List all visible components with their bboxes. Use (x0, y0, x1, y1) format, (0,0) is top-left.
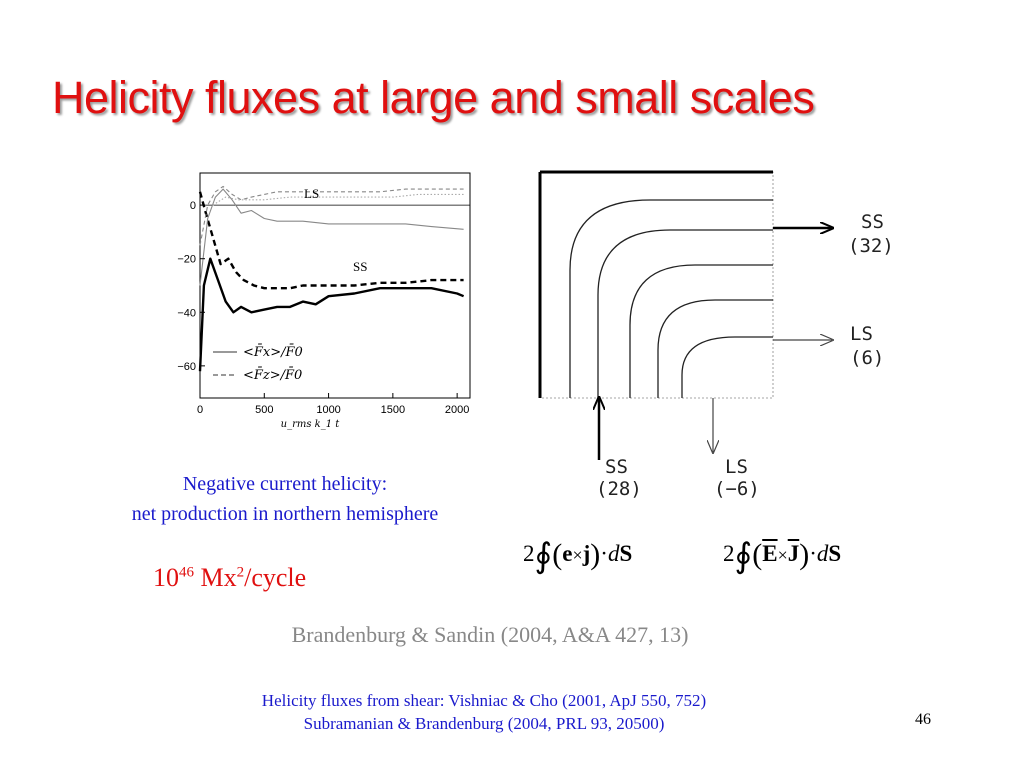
f2-surf: S (828, 541, 842, 566)
x-tick-label: 500 (255, 404, 273, 416)
rate-exponent: 46 (179, 564, 194, 581)
f2-coef: 2 (723, 541, 735, 566)
chart-ticks: 0 500 1000 1500 2000 0 −20 −40 −60 (177, 200, 469, 416)
main-reference: Brandenburg & Sandin (2004, A&A 427, 13) (291, 622, 689, 647)
f2-dot: · (809, 541, 817, 566)
legend-entry-fz: <F̄z>/F̄0 (243, 367, 302, 383)
x-axis-label: u_rms k_1 t (281, 419, 341, 430)
flux-diagram: SS (32) LS (6) SS (28) LS (−6) (530, 160, 894, 515)
annotation-ss: SS (353, 259, 367, 274)
contour-3 (629, 264, 773, 398)
formula-large-scale: 2∮(E×J)·dS (723, 538, 842, 575)
series-line-2 (199, 188, 464, 286)
chart-legend: <F̄x>/F̄0 <F̄z>/F̄0 (213, 344, 303, 383)
f1-coef: 2 (523, 541, 535, 566)
series-line-1 (198, 191, 464, 290)
y-tick-label: −40 (177, 307, 196, 319)
contour-2 (597, 229, 773, 398)
x-tick-label: 2000 (445, 404, 469, 416)
legend-entry-fx: <F̄x>/F̄0 (243, 344, 303, 360)
helicity-rate: 1046 Mx2/cycle (153, 563, 306, 593)
f2-d: d (816, 541, 829, 566)
domain-box (539, 171, 774, 399)
f2-cross: × (777, 545, 788, 565)
f1-vec-b: j (582, 541, 591, 566)
f1-integral-icon: ∮ (534, 538, 553, 575)
label-ls-right-value: (6) (850, 347, 884, 369)
rate-unit: Mx (194, 563, 237, 592)
formula-small-scale: 2∮(e×j)·dS (523, 538, 633, 575)
annotation-ls: LS (304, 186, 319, 201)
f1-cross: × (572, 545, 583, 565)
slide-title: Helicity fluxes at large and small scale… (52, 72, 815, 123)
f2-vec-b: J (787, 541, 800, 566)
label-ss-right: SS (861, 211, 884, 233)
f1-surf: S (619, 541, 633, 566)
x-tick-label: 1000 (316, 404, 340, 416)
label-ss-bottom: SS (605, 456, 628, 478)
reference-line-2: Subramanian & Brandenburg (2004, PRL 93,… (303, 714, 665, 733)
y-tick-label: −20 (177, 254, 196, 266)
y-tick-label: −60 (177, 361, 196, 373)
x-tick-label: 1500 (381, 404, 405, 416)
caption-line-2: net production in northern hemisphere (131, 503, 439, 525)
x-tick-label: 0 (197, 404, 203, 416)
f1-dot: · (600, 541, 608, 566)
rate-tail: /cycle (244, 563, 307, 592)
label-ls-bottom: LS (725, 456, 748, 478)
y-tick-label: 0 (190, 200, 196, 212)
f2-integral-icon: ∮ (734, 538, 753, 575)
rate-base: 10 (153, 563, 179, 592)
f2-vec-a: E (762, 541, 778, 566)
caption-line-1: Negative current helicity: (182, 473, 388, 495)
label-ss-right-value: (32) (848, 235, 890, 257)
series-line-0 (198, 257, 465, 372)
f1-d: d (607, 541, 620, 566)
rate-unit-exponent: 2 (236, 564, 245, 581)
contour-4 (657, 299, 773, 398)
label-ss-bottom-value: (28) (596, 478, 642, 500)
label-ls-bottom-value: (−6) (714, 478, 760, 500)
series-line-4 (212, 193, 464, 206)
reference-line-1: Helicity fluxes from shear: Vishniac & C… (261, 691, 707, 710)
contour-1 (569, 199, 773, 398)
contour-5 (681, 336, 773, 398)
f1-vec-a: e (562, 541, 573, 566)
chart-series (198, 185, 470, 372)
label-ls-right: LS (850, 323, 873, 345)
helicity-flux-chart: 0 500 1000 1500 2000 0 −20 −40 −60 LS SS <F̄x>/F… (165, 165, 485, 440)
page-number: 46 (915, 711, 931, 728)
